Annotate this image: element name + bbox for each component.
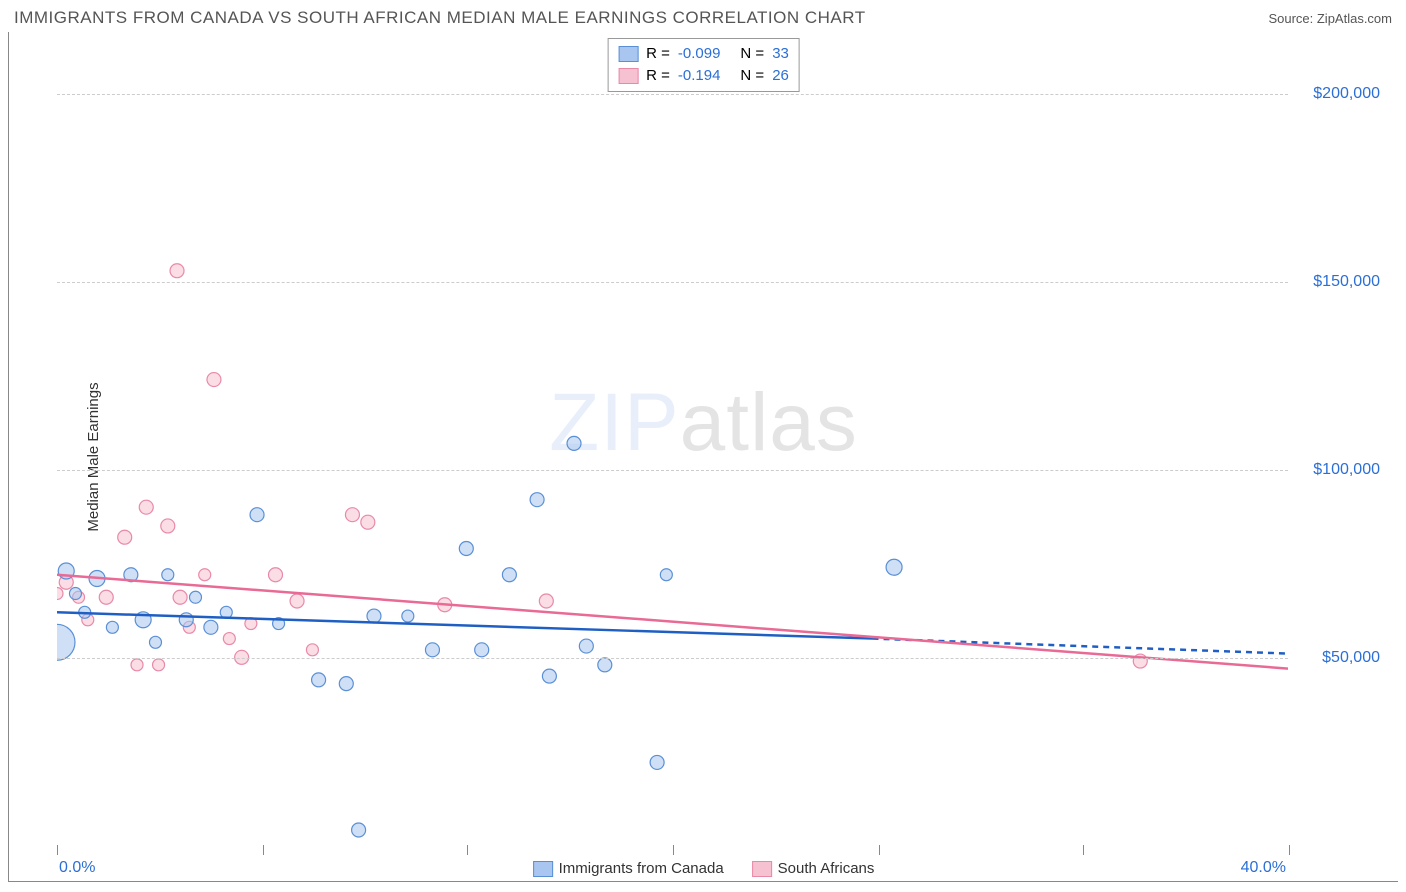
data-point xyxy=(475,643,489,657)
legend-row-pink: R = -0.194 N = 26 xyxy=(618,65,789,87)
y-tick-label: $50,000 xyxy=(1322,649,1380,667)
legend-item-pink: South Africans xyxy=(752,860,875,877)
data-point xyxy=(361,515,375,529)
data-point xyxy=(199,569,211,581)
x-tick-mark xyxy=(673,845,674,855)
n-value-blue: 33 xyxy=(772,43,789,65)
data-point xyxy=(339,677,353,691)
x-tick-mark xyxy=(263,845,264,855)
x-tick-mark xyxy=(467,845,468,855)
swatch-pink xyxy=(618,68,638,84)
chart-header: IMMIGRANTS FROM CANADA VS SOUTH AFRICAN … xyxy=(8,8,1398,32)
data-point xyxy=(542,669,556,683)
data-point xyxy=(567,436,581,450)
data-point xyxy=(312,673,326,687)
data-point xyxy=(250,508,264,522)
data-point xyxy=(290,594,304,608)
data-point xyxy=(161,519,175,533)
data-point xyxy=(367,609,381,623)
data-point xyxy=(352,823,366,837)
r-value-blue: -0.099 xyxy=(678,43,721,65)
scatter-svg xyxy=(57,38,1288,845)
x-tick-mark xyxy=(57,845,58,855)
swatch-blue-icon xyxy=(533,861,553,877)
gridline xyxy=(57,658,1288,659)
swatch-blue xyxy=(618,46,638,62)
trend-line xyxy=(57,612,873,638)
chart-title: IMMIGRANTS FROM CANADA VS SOUTH AFRICAN … xyxy=(14,8,866,28)
data-point xyxy=(660,569,672,581)
data-point xyxy=(402,610,414,622)
data-point xyxy=(502,568,516,582)
data-point xyxy=(579,639,593,653)
gridline xyxy=(57,282,1288,283)
data-point xyxy=(269,568,283,582)
data-point xyxy=(149,636,161,648)
gridline xyxy=(57,94,1288,95)
data-point xyxy=(459,541,473,555)
data-point xyxy=(57,624,75,660)
data-point xyxy=(131,659,143,671)
plot-region xyxy=(57,38,1288,845)
data-point xyxy=(530,493,544,507)
data-point xyxy=(153,659,165,671)
data-point xyxy=(189,591,201,603)
r-value-pink: -0.194 xyxy=(678,65,721,87)
data-point xyxy=(886,559,902,575)
y-tick-label: $200,000 xyxy=(1313,85,1380,103)
data-point xyxy=(173,590,187,604)
data-point xyxy=(69,588,81,600)
data-point xyxy=(598,658,612,672)
data-point xyxy=(179,613,193,627)
x-tick-mark xyxy=(1289,845,1290,855)
n-value-pink: 26 xyxy=(772,65,789,87)
data-point xyxy=(345,508,359,522)
data-point xyxy=(118,530,132,544)
series-legend: Immigrants from Canada South Africans xyxy=(533,860,875,877)
data-point xyxy=(170,264,184,278)
data-point xyxy=(99,590,113,604)
data-point xyxy=(223,633,235,645)
data-point xyxy=(57,588,63,600)
chart-area: Median Male Earnings ZIPatlas R = -0.099… xyxy=(8,32,1398,882)
correlation-legend: R = -0.099 N = 33 R = -0.194 N = 26 xyxy=(607,38,800,92)
data-point xyxy=(650,755,664,769)
legend-row-blue: R = -0.099 N = 33 xyxy=(618,43,789,65)
y-tick-label: $150,000 xyxy=(1313,273,1380,291)
legend-item-blue: Immigrants from Canada xyxy=(533,860,724,877)
x-tick-mark xyxy=(879,845,880,855)
x-axis-min: 0.0% xyxy=(59,859,95,877)
chart-source: Source: ZipAtlas.com xyxy=(1268,11,1392,26)
data-point xyxy=(425,643,439,657)
data-point xyxy=(139,500,153,514)
data-point xyxy=(207,373,221,387)
data-point xyxy=(539,594,553,608)
data-point xyxy=(306,644,318,656)
gridline xyxy=(57,470,1288,471)
data-point xyxy=(106,621,118,633)
swatch-pink-icon xyxy=(752,861,772,877)
x-axis-max: 40.0% xyxy=(1241,859,1286,877)
y-tick-label: $100,000 xyxy=(1313,461,1380,479)
data-point xyxy=(204,620,218,634)
data-point xyxy=(162,569,174,581)
x-tick-mark xyxy=(1083,845,1084,855)
